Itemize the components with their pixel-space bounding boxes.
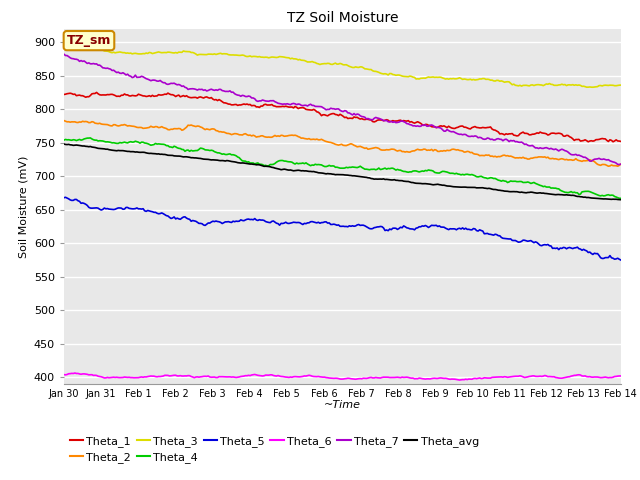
Theta_avg (226, 158, 234, 164)
Theta_6 (60, 372, 68, 377)
Theta_2 (614, 163, 621, 169)
Theta_6 (255, 372, 263, 378)
Theta_5 (255, 217, 263, 223)
Theta_7 (254, 98, 262, 104)
Theta_2 (129, 123, 136, 129)
Theta_avg (244, 161, 252, 167)
Line: Theta_5: Theta_5 (64, 197, 621, 260)
Theta_3 (68, 43, 76, 48)
Theta_7 (226, 88, 234, 94)
Theta_6 (228, 374, 236, 380)
Theta_5 (130, 206, 138, 212)
Theta_1 (617, 139, 625, 144)
Theta_1 (93, 90, 100, 96)
Theta_4 (130, 139, 138, 145)
Theta_2 (303, 136, 311, 142)
Theta_avg (303, 168, 311, 174)
Theta_6 (589, 374, 596, 380)
Theta_7 (617, 161, 625, 167)
Theta_1 (246, 102, 254, 108)
Theta_5 (228, 219, 236, 225)
Theta_4 (588, 190, 595, 195)
Line: Theta_1: Theta_1 (64, 93, 621, 142)
Theta_1 (584, 139, 592, 144)
Theta_6 (246, 373, 254, 379)
Theta_1 (255, 105, 263, 110)
Theta_avg (129, 149, 136, 155)
Theta_2 (254, 134, 262, 140)
Theta_3 (305, 59, 313, 65)
Theta_4 (246, 160, 254, 166)
Theta_7 (60, 51, 68, 57)
X-axis label: ~Time: ~Time (324, 400, 361, 410)
Theta_4 (86, 135, 94, 141)
Theta_3 (588, 84, 595, 90)
Theta_3 (255, 54, 263, 60)
Theta_3 (589, 84, 596, 90)
Theta_2 (226, 131, 234, 137)
Line: Theta_6: Theta_6 (64, 373, 621, 380)
Text: TZ_sm: TZ_sm (67, 34, 111, 47)
Theta_7 (586, 158, 594, 164)
Theta_5 (60, 195, 68, 201)
Y-axis label: Soil Moisture (mV): Soil Moisture (mV) (19, 155, 28, 258)
Theta_3 (130, 50, 138, 56)
Theta_6 (305, 372, 313, 378)
Line: Theta_4: Theta_4 (64, 138, 621, 198)
Theta_7 (129, 75, 136, 81)
Theta_6 (71, 370, 79, 376)
Theta_6 (456, 377, 463, 383)
Theta_4 (617, 195, 625, 201)
Theta_avg (60, 141, 68, 147)
Theta_6 (130, 375, 138, 381)
Line: Theta_2: Theta_2 (64, 120, 621, 166)
Theta_4 (228, 152, 236, 157)
Theta_4 (255, 161, 263, 167)
Theta_5 (617, 257, 625, 263)
Theta_5 (305, 220, 313, 226)
Theta_2 (617, 161, 625, 167)
Line: Theta_7: Theta_7 (64, 54, 621, 165)
Theta_1 (305, 107, 313, 113)
Theta_4 (60, 137, 68, 143)
Theta_1 (589, 138, 596, 144)
Theta_7 (244, 93, 252, 99)
Theta_3 (60, 44, 68, 50)
Theta_5 (61, 194, 69, 200)
Theta_3 (228, 52, 236, 58)
Theta_avg (254, 162, 262, 168)
Theta_avg (586, 195, 594, 201)
Line: Theta_3: Theta_3 (64, 46, 621, 87)
Theta_2 (60, 118, 68, 123)
Theta_1 (228, 102, 236, 108)
Theta_avg (617, 197, 625, 203)
Theta_3 (617, 82, 625, 88)
Theta_7 (303, 103, 311, 109)
Theta_6 (617, 373, 625, 379)
Line: Theta_avg: Theta_avg (64, 144, 621, 200)
Legend: Theta_1, Theta_2, Theta_3, Theta_4, Theta_5, Theta_6, Theta_7, Theta_avg: Theta_1, Theta_2, Theta_3, Theta_4, Thet… (70, 436, 479, 463)
Title: TZ Soil Moisture: TZ Soil Moisture (287, 11, 398, 25)
Theta_5 (246, 216, 254, 222)
Theta_3 (246, 53, 254, 59)
Theta_2 (244, 132, 252, 138)
Theta_4 (305, 162, 313, 168)
Theta_7 (616, 162, 623, 168)
Theta_2 (586, 157, 594, 163)
Theta_1 (60, 92, 68, 97)
Theta_5 (588, 251, 595, 256)
Theta_1 (130, 93, 138, 98)
